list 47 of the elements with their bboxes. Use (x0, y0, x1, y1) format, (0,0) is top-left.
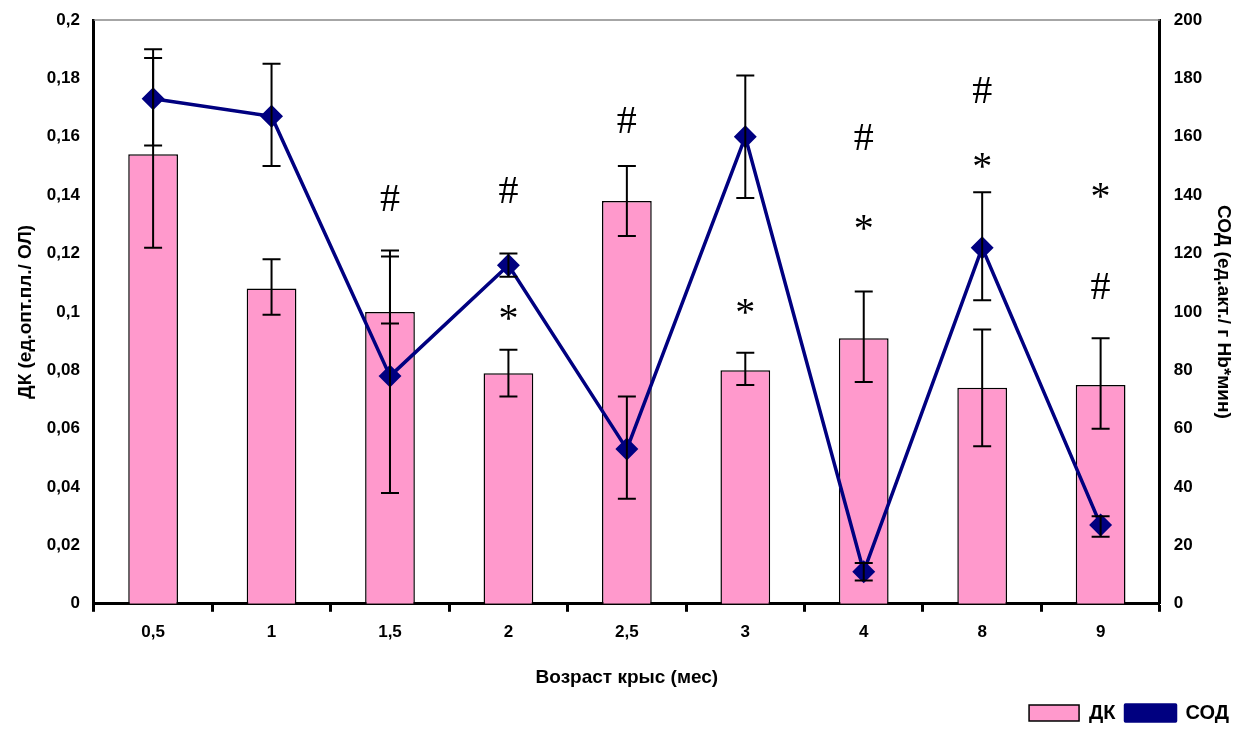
y2-tick-label: 200 (1173, 9, 1203, 29)
y2-tick-label: 120 (1173, 243, 1203, 263)
annotation: # (972, 67, 993, 113)
x-tick-label: 2,5 (615, 621, 639, 641)
y-tick-label: 0 (70, 593, 80, 613)
annotation: # (853, 114, 874, 160)
y-tick-label: 0,02 (46, 535, 80, 555)
y-tick-label: 0,06 (46, 418, 80, 438)
legend-label: ДК (1089, 700, 1117, 723)
x-tick-label: 8 (977, 621, 987, 641)
annotation: * (853, 204, 874, 250)
y2-tick-label: 60 (1173, 418, 1193, 438)
y2-tick-label: 140 (1173, 184, 1203, 204)
y2-axis-title: СОД (ед.акт./ г Hb*мин) (1214, 204, 1236, 419)
annotation: * (1090, 172, 1111, 218)
annotation: * (498, 295, 519, 341)
legend-label: СОД (1185, 700, 1230, 723)
y-tick-label: 0,1 (56, 301, 80, 321)
x-tick-label: 0,5 (141, 621, 165, 641)
annotation: # (379, 175, 400, 221)
annotation: * (735, 289, 756, 335)
y-tick-label: 0,14 (46, 184, 81, 204)
y2-tick-label: 0 (1173, 593, 1184, 613)
annotation: # (616, 96, 637, 142)
y-tick-label: 0,08 (46, 359, 80, 379)
y2-tick-label: 160 (1173, 126, 1203, 146)
x-tick-label: 2 (503, 621, 514, 641)
y2-tick-label: 40 (1173, 476, 1193, 496)
x-tick-label: 1 (266, 621, 277, 641)
x-axis-title: Возраст крыс (мес) (535, 665, 719, 687)
y-tick-label: 0,12 (46, 243, 80, 263)
x-tick-label: 9 (1095, 621, 1106, 641)
x-tick-label: 4 (859, 621, 869, 641)
y-tick-label: 0,2 (56, 9, 80, 29)
y2-tick-label: 100 (1173, 301, 1203, 321)
y-axis-title: ДК (ед.опт.пл./ ОЛ) (13, 224, 35, 399)
y2-tick-label: 80 (1173, 359, 1193, 379)
x-tick-label: 3 (740, 621, 751, 641)
y-tick-label: 0,16 (46, 126, 80, 146)
x-tick-label: 1,5 (378, 621, 402, 641)
annotation: # (498, 166, 519, 212)
y2-tick-label: 20 (1173, 535, 1193, 555)
y-tick-label: 0,04 (46, 476, 81, 496)
annotation: * (972, 143, 993, 189)
y2-tick-label: 180 (1173, 68, 1203, 88)
y-tick-label: 0,18 (46, 68, 80, 88)
annotation: # (1090, 263, 1111, 309)
